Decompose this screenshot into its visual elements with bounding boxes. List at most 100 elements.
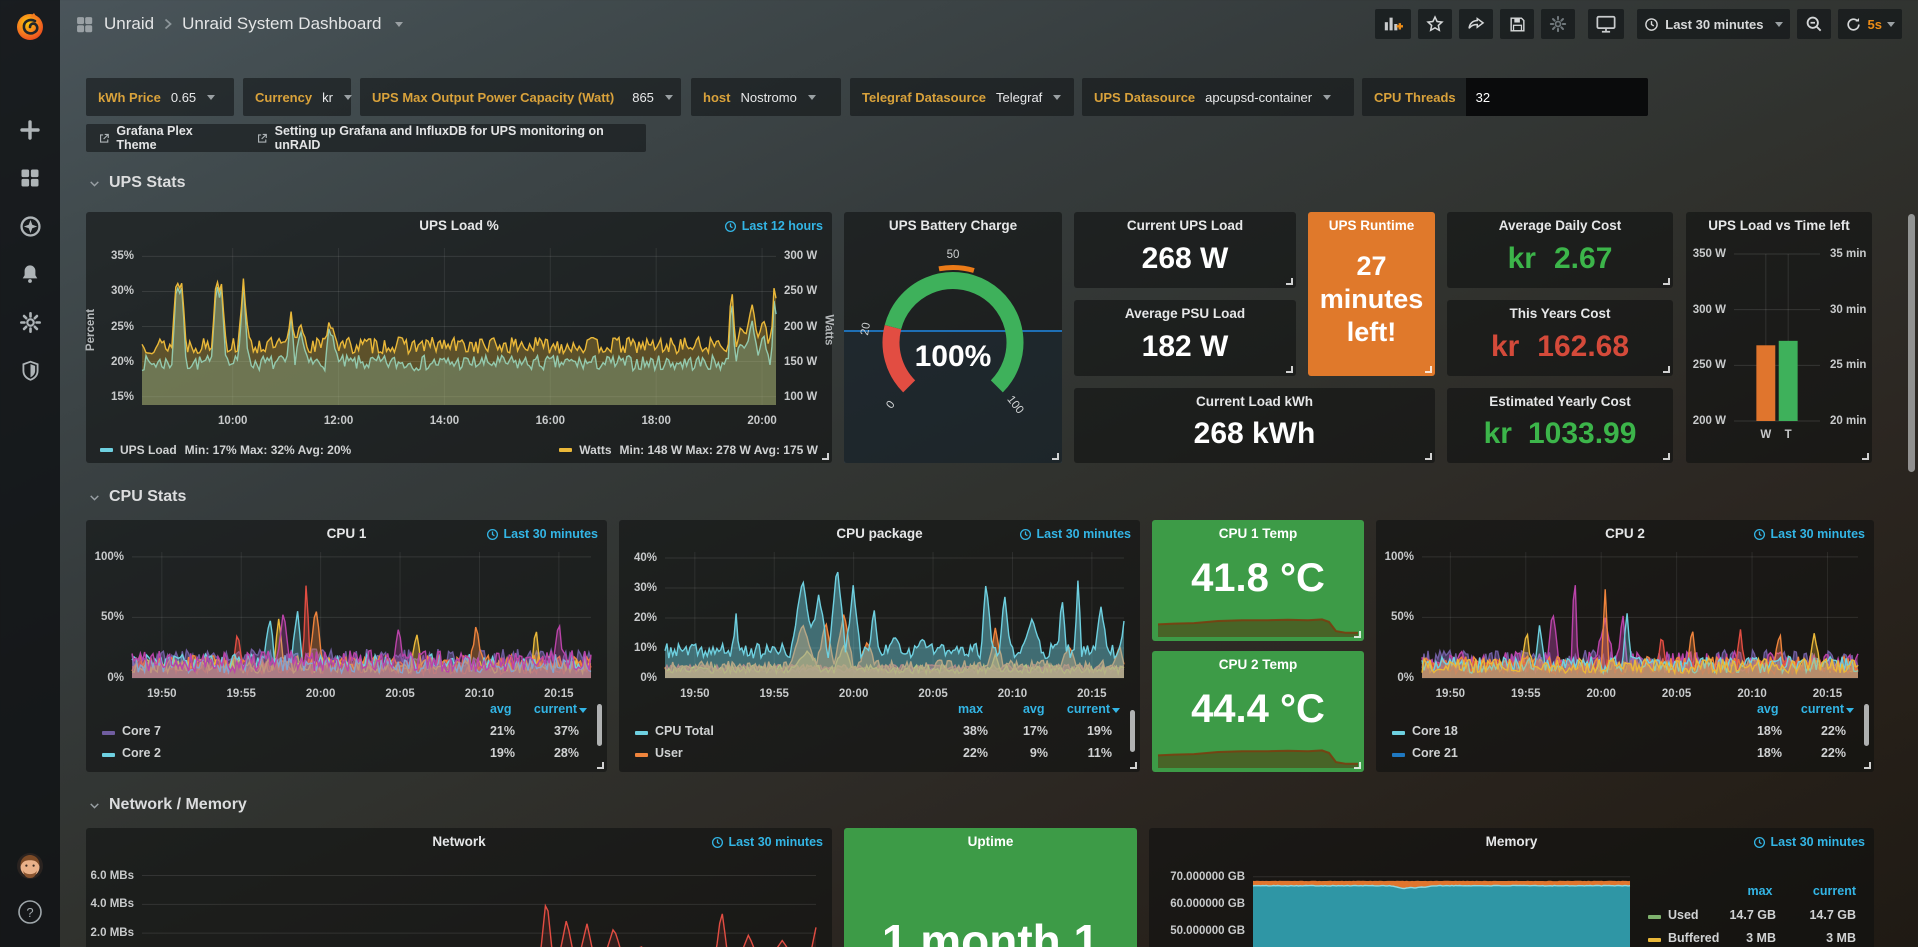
memory-plot[interactable]: 70.000000 GB 60.000000 GB 50.000000 GB — [1170, 870, 1631, 947]
sidebar-item-help[interactable]: ? — [0, 892, 60, 932]
variable-kwh-price[interactable]: kWh Price 0.65 — [86, 78, 234, 116]
link-grafana-plex-theme[interactable]: Grafana Plex Theme — [98, 124, 230, 152]
legend-watts[interactable]: Watts Min: 148 W Max: 278 W Avg: 175 W — [559, 443, 818, 457]
legend-col-avg[interactable]: avg — [489, 702, 512, 716]
panel-resize-handle[interactable] — [1052, 453, 1059, 460]
sidebar-item-server-admin[interactable] — [0, 350, 60, 390]
legend-col-current[interactable]: current — [533, 702, 577, 716]
legend-ups-load[interactable]: UPS Load Min: 17% Max: 32% Avg: 20% — [100, 443, 351, 457]
panel-title[interactable]: Average PSU Load — [1124, 306, 1246, 321]
panel-title[interactable]: UPS Load vs Time left — [1708, 218, 1850, 233]
panel-resize-handle[interactable] — [1354, 631, 1361, 638]
panel-title[interactable]: Average Daily Cost — [1498, 218, 1622, 233]
panel-title[interactable]: CPU 2 — [1605, 526, 1645, 541]
time-range-picker[interactable]: Last 30 minutes — [1637, 9, 1790, 39]
legend-col-current[interactable]: current — [1812, 884, 1856, 898]
cpu-package-plot[interactable]: 40% 30% 20% 10% 0% 19:50 19:55 20:00 20:05 20:10 2… — [634, 552, 1125, 700]
legend-col-max[interactable]: max — [1747, 884, 1773, 898]
variable-telegraf-datasource[interactable]: Telegraf Datasource Telegraf — [850, 78, 1074, 116]
panel-title[interactable]: CPU 1 — [326, 526, 367, 541]
panel-resize-handle[interactable] — [1663, 278, 1670, 285]
variable-ups-max-power[interactable]: UPS Max Output Power Capacity (Watt) 865 — [360, 78, 681, 116]
star-button[interactable] — [1418, 9, 1453, 39]
ups-bars-plot[interactable]: W T 350 W 35 min 300 W 30 min 250 W 25 min 200 W… — [1693, 248, 1867, 441]
panel-title[interactable]: This Years Cost — [1509, 306, 1611, 321]
legend-col-current[interactable]: current — [1066, 702, 1110, 716]
legend-scrollbar[interactable] — [1130, 710, 1135, 752]
panel-resize-handle[interactable] — [1862, 453, 1869, 460]
sidebar-item-create[interactable] — [0, 110, 60, 150]
zoom-out-button[interactable] — [1796, 9, 1831, 39]
panel-resize-handle[interactable] — [1864, 762, 1871, 769]
panel-title[interactable]: CPU 1 Temp — [1218, 526, 1298, 541]
panel-resize-handle[interactable] — [1286, 366, 1293, 373]
cycle-view-button[interactable] — [1588, 9, 1625, 39]
legend-scrollbar[interactable] — [1864, 704, 1869, 746]
refresh-picker[interactable]: 5s — [1837, 9, 1902, 39]
breadcrumb-title[interactable]: Unraid System Dashboard — [182, 14, 382, 33]
panel-resize-handle[interactable] — [1663, 453, 1670, 460]
panel-time-range[interactable]: Last 12 hours — [724, 219, 823, 233]
variable-host[interactable]: host Nostromo — [691, 78, 841, 116]
legend-scrollbar[interactable] — [597, 704, 602, 746]
legend-col-max[interactable]: max — [958, 702, 984, 716]
legend-row-buffered[interactable]: Buffered 3 MB 3 MB — [1648, 931, 1856, 945]
legend-row-core2[interactable]: Core 2 19% 28% — [102, 746, 587, 760]
add-panel-button[interactable] — [1375, 9, 1412, 39]
share-button[interactable] — [1459, 9, 1494, 39]
legend-row-user[interactable]: User 22% 9% 11% — [635, 746, 1120, 760]
cpu-threads-input[interactable]: 32 — [1465, 78, 1648, 116]
panel-resize-handle[interactable] — [1425, 453, 1432, 460]
panel-title[interactable]: Current UPS Load — [1126, 218, 1244, 233]
panel-resize-handle[interactable] — [1130, 762, 1137, 769]
panel-time-range[interactable]: Last 30 minutes — [486, 527, 598, 541]
user-avatar[interactable] — [0, 846, 60, 886]
panel-title[interactable]: UPS Battery Charge — [888, 218, 1018, 233]
panel-title[interactable]: UPS Runtime — [1328, 218, 1415, 233]
legend-row-core21[interactable]: Core 21 18% 22% — [1392, 746, 1854, 760]
legend-col-avg[interactable]: avg — [1022, 702, 1045, 716]
panel-title[interactable]: CPU 2 Temp — [1218, 657, 1298, 672]
network-plot[interactable]: 6.0 MBs 4.0 MBs 2.0 MBs — [91, 864, 817, 947]
panel-resize-handle[interactable] — [1425, 366, 1432, 373]
panel-title[interactable]: UPS Load % — [419, 218, 499, 233]
section-cpu-stats[interactable]: CPU Stats — [88, 488, 186, 506]
panel-resize-handle[interactable] — [1663, 366, 1670, 373]
panel-time-range[interactable]: Last 30 minutes — [1753, 835, 1865, 849]
cpu2-plot[interactable]: 100% 50% 0% 19:50 19:55 20:00 20:05 20:10 20:15 — [1385, 551, 1859, 700]
sidebar-item-explore[interactable] — [0, 206, 60, 246]
legend-row-core7[interactable]: Core 7 21% 37% — [102, 724, 587, 738]
legend-row-used[interactable]: Used 14.7 GB 14.7 GB — [1648, 908, 1856, 922]
page-scrollbar-thumb[interactable] — [1908, 214, 1915, 472]
sidebar-item-alerting[interactable] — [0, 254, 60, 294]
panel-resize-handle[interactable] — [1286, 278, 1293, 285]
panel-title[interactable]: CPU package — [836, 526, 923, 541]
sidebar-item-configuration[interactable] — [0, 302, 60, 342]
panel-time-range[interactable]: Last 30 minutes — [1753, 527, 1865, 541]
legend-col-current[interactable]: current — [1800, 702, 1844, 716]
ups-load-plot[interactable]: 35% 300 W 30% 250 W 25% 200 W 20% 150 W 15% 100 W… — [111, 248, 817, 427]
section-ups-stats[interactable]: UPS Stats — [88, 174, 185, 192]
panel-resize-handle[interactable] — [1354, 762, 1361, 769]
sidebar-item-dashboards[interactable] — [0, 158, 60, 198]
panel-resize-handle[interactable] — [822, 453, 829, 460]
panel-time-range[interactable]: Last 30 minutes — [711, 835, 823, 849]
link-ups-monitoring-guide[interactable]: Setting up Grafana and InfluxDB for UPS … — [256, 124, 634, 152]
panel-title[interactable]: Network — [432, 834, 486, 849]
panel-resize-handle[interactable] — [597, 762, 604, 769]
variable-currency[interactable]: Currency kr — [243, 78, 352, 116]
save-button[interactable] — [1500, 9, 1535, 39]
cpu1-plot[interactable]: 100% 50% 0% 19:50 19:55 20:00 20:05 20:10 20:15 — [95, 551, 592, 700]
panel-time-range[interactable]: Last 30 minutes — [1019, 527, 1131, 541]
panel-title[interactable]: Uptime — [967, 834, 1014, 849]
grafana-logo[interactable] — [0, 4, 60, 48]
legend-row-core18[interactable]: Core 18 18% 22% — [1392, 724, 1854, 738]
legend-col-avg[interactable]: avg — [1756, 702, 1779, 716]
panel-title[interactable]: Memory — [1485, 834, 1538, 849]
dashboard-settings-button[interactable] — [1541, 9, 1576, 39]
ups-battery-gauge[interactable]: 0 20 50 100 — [844, 238, 1062, 463]
section-network-memory[interactable]: Network / Memory — [88, 796, 247, 814]
panel-title[interactable]: Current Load kWh — [1196, 394, 1313, 409]
breadcrumb-app[interactable]: Unraid — [104, 14, 155, 33]
variable-ups-datasource[interactable]: UPS Datasource apcupsd-container — [1082, 78, 1354, 116]
